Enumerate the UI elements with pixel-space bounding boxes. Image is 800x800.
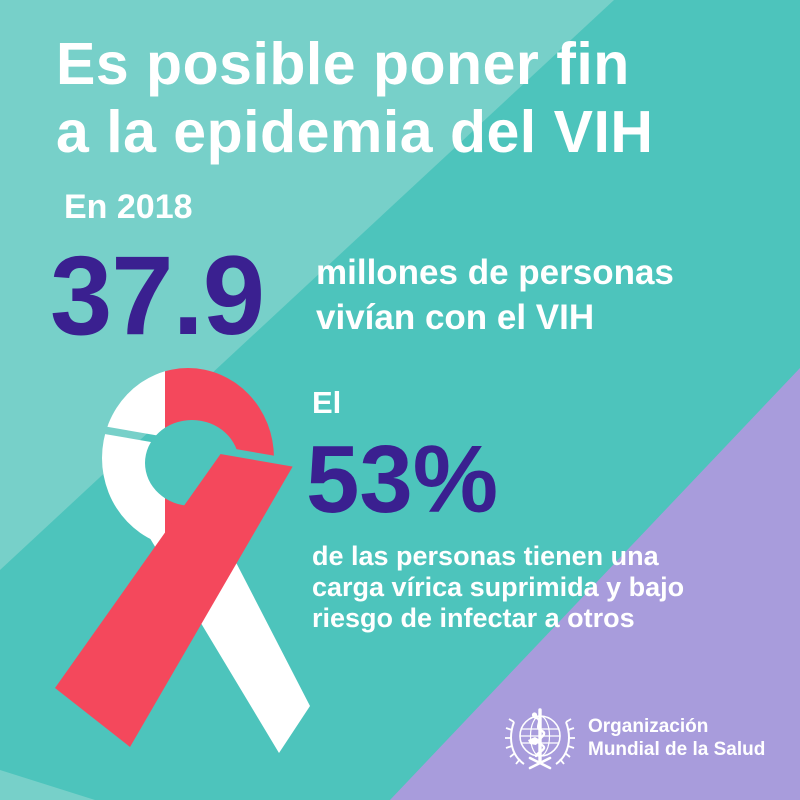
light-corner-sliver: [0, 770, 95, 800]
page-title: Es posible poner fin a la epidemia del V…: [56, 30, 653, 166]
stat-percent-desc-line-1: de las personas tienen una: [312, 541, 659, 571]
stat-millions-label-line-1: millones de personas: [316, 253, 674, 292]
stat-millions-label: millones de personas vivían con el VIH: [316, 250, 674, 340]
stat-percent-description: de las personas tienen una carga vírica …: [312, 541, 684, 634]
title-line-2: a la epidemia del VIH: [56, 99, 654, 165]
stat-percent-prefix: El: [312, 385, 342, 420]
year-intro: En 2018: [64, 188, 193, 226]
purple-triangle: [390, 368, 800, 800]
stat-percent-desc-line-3: riesgo de infectar a otros: [312, 603, 635, 633]
title-line-1: Es posible poner fin: [56, 31, 630, 97]
ribbon-red-band: [55, 452, 293, 747]
stat-millions-label-line-2: vivían con el VIH: [316, 298, 595, 337]
stat-millions-value: 37.9: [50, 233, 265, 358]
who-org-name: Organización Mundial de la Salud: [588, 715, 765, 761]
who-org-name-line-2: Mundial de la Salud: [588, 739, 766, 760]
who-footer: Organización Mundial de la Salud: [502, 700, 765, 776]
who-emblem-icon: [505, 708, 575, 770]
stat-percent-value: 53%: [306, 426, 499, 533]
who-org-name-line-1: Organización: [588, 716, 709, 737]
ribbon-shape: [55, 368, 310, 753]
ribbon-loop-white: [102, 371, 165, 545]
stat-percent-desc-line-2: carga vírica suprimida y bajo: [312, 572, 685, 602]
